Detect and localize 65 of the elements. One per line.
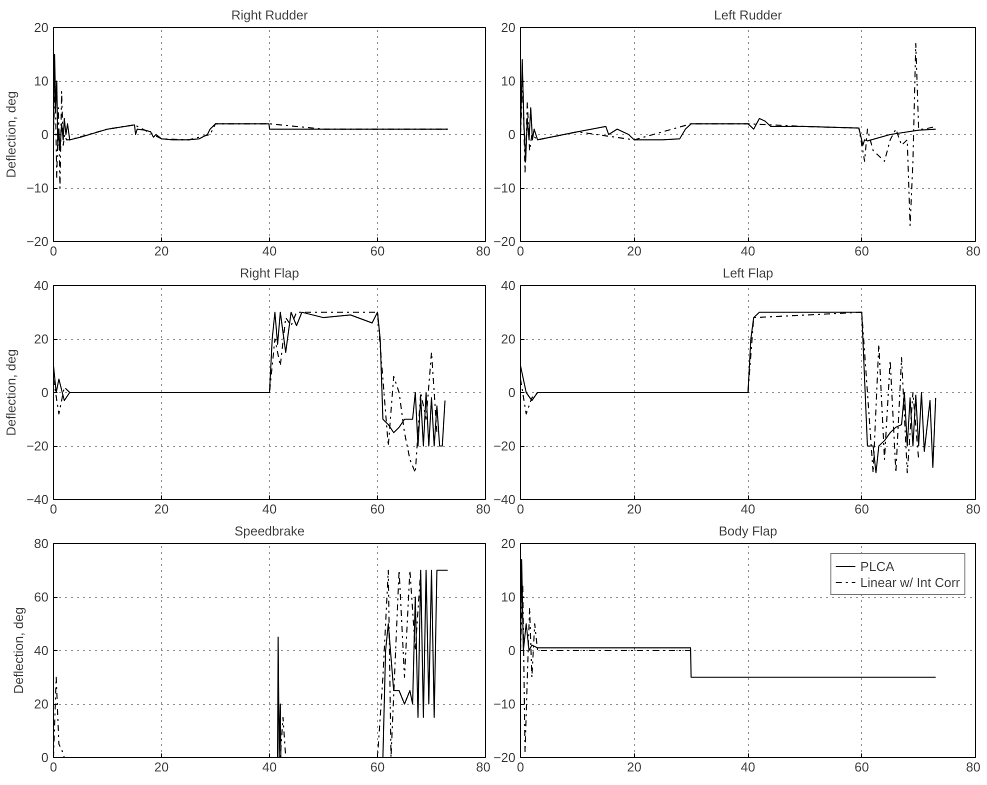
y-tick-label: 20 <box>34 696 49 712</box>
y-tick-label: 60 <box>34 590 49 604</box>
x-tick-label: 20 <box>154 760 169 774</box>
y-tick-label: 10 <box>34 74 49 88</box>
x-tick-label: 40 <box>740 244 756 258</box>
x-tick-label: 80 <box>476 502 491 516</box>
x-tick-label: 40 <box>262 244 277 258</box>
chart-title: Left Flap <box>722 266 774 280</box>
y-tick-label: 0 <box>508 643 516 658</box>
x-tick-label: 60 <box>370 760 385 774</box>
y-tick-label: −20 <box>493 438 516 454</box>
y-tick-label: −40 <box>26 492 49 507</box>
y-tick-label: −10 <box>493 696 516 712</box>
y-tick-label: 0 <box>41 385 49 400</box>
y-tick-label: 10 <box>501 590 516 604</box>
x-tick-label: 20 <box>627 244 642 258</box>
x-tick-label: 40 <box>740 502 756 516</box>
x-tick-label: 80 <box>966 502 981 516</box>
chart-title: Speedbrake <box>234 524 305 538</box>
x-tick-label: 20 <box>154 502 169 516</box>
y-tick-label: 0 <box>41 750 49 765</box>
y-tick-label: 20 <box>501 332 516 346</box>
y-tick-label: 40 <box>34 643 49 658</box>
x-tick-label: 40 <box>262 760 277 774</box>
y-tick-label: 20 <box>34 332 49 346</box>
chart-title: Right Rudder <box>231 8 308 22</box>
y-axis-title: Deflection, deg <box>3 91 18 178</box>
y-tick-label: −10 <box>26 180 49 196</box>
x-tick-label: 80 <box>966 244 981 258</box>
x-tick-label: 20 <box>154 244 169 258</box>
x-tick-label: 20 <box>627 502 642 516</box>
chart-title: Body Flap <box>718 524 778 538</box>
x-tick-label: 20 <box>627 760 642 774</box>
x-tick-label: 60 <box>854 760 869 774</box>
y-tick-label: 40 <box>501 278 516 293</box>
y-tick-label: 20 <box>34 20 49 35</box>
x-tick-label: 80 <box>966 760 981 774</box>
y-tick-label: 10 <box>501 74 516 88</box>
y-tick-label: 20 <box>501 536 516 551</box>
x-tick-label: 60 <box>370 502 385 516</box>
legend-label: PLCA <box>860 558 894 574</box>
y-tick-label: −20 <box>493 234 516 249</box>
chart-title: Left Rudder <box>714 8 783 22</box>
x-tick-label: 80 <box>476 760 491 774</box>
x-tick-label: 80 <box>476 244 491 258</box>
x-tick-label: 40 <box>740 760 756 774</box>
y-tick-label: −20 <box>493 750 516 765</box>
y-tick-label: 0 <box>508 127 516 142</box>
y-tick-label: 80 <box>34 536 49 551</box>
x-tick-label: 40 <box>262 502 277 516</box>
y-tick-label: −20 <box>26 438 49 454</box>
y-tick-label: −40 <box>493 492 516 507</box>
y-tick-label: 0 <box>41 127 49 142</box>
x-tick-label: 60 <box>854 502 869 516</box>
x-tick-label: 60 <box>854 244 869 258</box>
x-tick-label: 60 <box>370 244 385 258</box>
y-tick-label: 20 <box>501 20 516 35</box>
chart-title: Right Flap <box>240 266 300 280</box>
y-axis-title: Deflection, deg <box>3 349 18 436</box>
y-axis-title: Deflection, deg <box>11 607 26 694</box>
y-tick-label: 0 <box>508 385 516 400</box>
y-tick-label: 40 <box>34 278 49 293</box>
legend-label: Linear w/ Int Corr <box>860 574 960 590</box>
y-tick-label: −10 <box>493 180 516 196</box>
y-tick-label: −20 <box>26 234 49 249</box>
